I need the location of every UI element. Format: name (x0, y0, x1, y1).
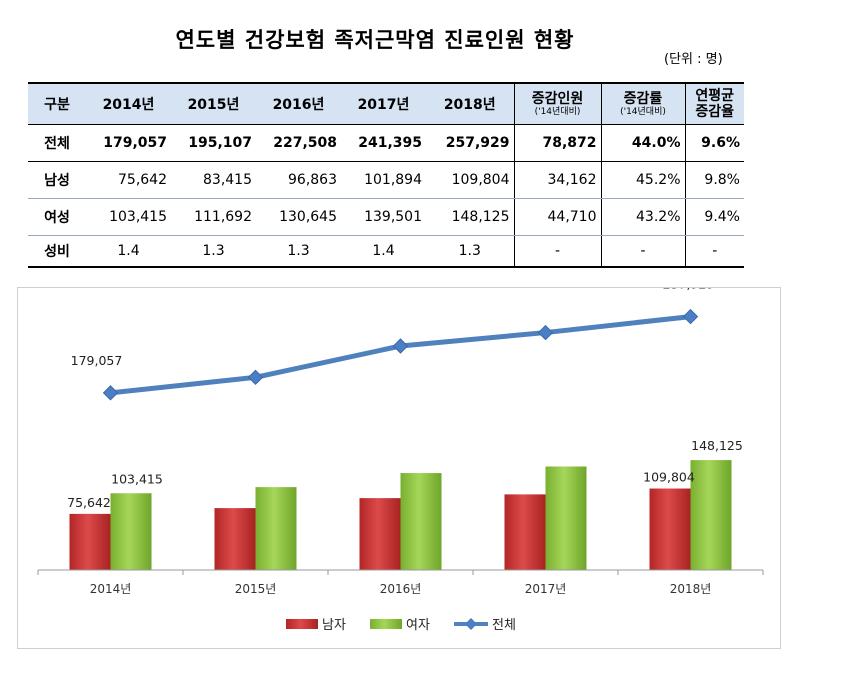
bar-female (400, 473, 442, 570)
unit-label: (단위 : 명) (664, 52, 723, 67)
total-point (537, 324, 554, 341)
legend-marker (465, 618, 477, 630)
header-main: 증감인원 (531, 91, 584, 107)
table-cell: 227,508 (256, 124, 341, 162)
table-cell: 148,125 (426, 198, 514, 236)
header-cell: 2014년 (86, 82, 171, 125)
legend-label: 전체 (492, 618, 516, 633)
x-tick-label: 2016년 (380, 582, 422, 596)
stats-table: 구분 2014년 2015년 2016년 2017년 2018년 증감인원 ('… (28, 82, 744, 268)
bar-male (649, 488, 691, 570)
total-point (682, 308, 699, 325)
header-sub: ('14년대비) (620, 107, 666, 117)
table-cell: 101,894 (341, 161, 426, 199)
header-main: 증감율 (695, 104, 735, 120)
table-cell: - (684, 235, 744, 268)
bar-female (255, 487, 297, 570)
table-cell: 44.0% (600, 124, 685, 162)
data-label: 109,804 (643, 470, 695, 485)
bar-female (690, 460, 732, 570)
header-main: 연평균 (695, 88, 735, 104)
bar-male (359, 498, 401, 570)
table-cell: 9.4% (684, 198, 744, 236)
legend-label: 여자 (406, 618, 430, 633)
header-cell: 2018년 (426, 82, 514, 125)
table-header-row: 구분 2014년 2015년 2016년 2017년 2018년 증감인원 ('… (28, 82, 744, 125)
legend-swatch (286, 619, 318, 629)
bar-male (69, 513, 111, 570)
data-label: 103,415 (111, 471, 163, 486)
x-tick-label: 2017년 (525, 582, 567, 596)
table-cell: 109,804 (426, 161, 514, 199)
header-cell: 구분 (28, 82, 86, 125)
table-cell: 179,057 (86, 124, 171, 162)
table-cell: 1.3 (256, 235, 341, 268)
table-cell: 257,929 (426, 124, 514, 162)
x-tick-label: 2015년 (235, 582, 277, 596)
table-cell: 1.4 (341, 235, 426, 268)
table-cell: 1.3 (426, 235, 514, 268)
header-sub: ('14년대비) (534, 107, 581, 117)
table-cell: 43.2% (600, 198, 685, 236)
table-cell: 9.8% (684, 161, 744, 199)
chart-container: 2014년 2015년 2016년 2017년 2018년 179,057 257,929 7… (17, 277, 781, 649)
x-tick-label: 2018년 (670, 582, 712, 596)
bar-male (504, 494, 546, 570)
table-row: 남성 75,642 83,415 96,863 101,894 109,804 … (28, 161, 744, 199)
table-cell: 195,107 (171, 124, 256, 162)
data-label: 75,642 (67, 495, 111, 510)
table-cell: 78,872 (513, 124, 601, 162)
header-cell: 연평균 증감율 (684, 82, 744, 125)
total-point (102, 385, 119, 401)
table-cell: 83,415 (171, 161, 256, 199)
bar-male (214, 508, 256, 570)
total-point (392, 338, 409, 354)
table-cell: 9.6% (684, 124, 744, 162)
data-label: 257,929 (663, 288, 715, 292)
table-cell: 111,692 (171, 198, 256, 236)
bar-female (545, 466, 587, 570)
table-cell: - (600, 235, 685, 268)
table-cell: 34,162 (513, 161, 601, 199)
table-cell: 45.2% (600, 161, 685, 199)
data-label: 179,057 (71, 353, 123, 368)
table-cell: - (513, 235, 601, 268)
table-cell: 130,645 (256, 198, 341, 236)
row-label: 성비 (28, 235, 86, 268)
total-line (108, 314, 693, 396)
header-main: 증감률 (623, 91, 663, 107)
combo-chart: 2014년 2015년 2016년 2017년 2018년 179,057 257,929 7… (37, 277, 764, 633)
table-cell: 75,642 (86, 161, 171, 199)
data-label: 148,125 (691, 438, 743, 453)
table-cell: 1.4 (86, 235, 171, 268)
header-cell: 2016년 (256, 82, 341, 125)
legend-swatch (370, 619, 402, 629)
table-cell: 1.3 (171, 235, 256, 268)
table-row: 여성 103,415 111,692 130,645 139,501 148,1… (28, 198, 744, 236)
header-cell: 2015년 (171, 82, 256, 125)
x-tick-label: 2014년 (90, 582, 132, 596)
table-cell: 96,863 (256, 161, 341, 199)
bar-female (110, 493, 152, 570)
table-cell: 44,710 (513, 198, 601, 236)
table-cell: 139,501 (341, 198, 426, 236)
header-cell: 2017년 (341, 82, 426, 125)
page-title: 연도별 건강보험 족저근막염 진료인원 현황 (175, 27, 575, 52)
table-cell: 241,395 (341, 124, 426, 162)
row-label: 남성 (28, 161, 86, 199)
table-row: 성비 1.4 1.3 1.3 1.4 1.3 - - - (28, 235, 744, 268)
header-cell: 증감인원 ('14년대비) (513, 82, 601, 125)
legend-label: 남자 (322, 618, 346, 633)
table-cell: 103,415 (86, 198, 171, 236)
table-row: 전체 179,057 195,107 227,508 241,395 257,9… (28, 124, 744, 162)
header-cell: 증감률 ('14년대비) (600, 82, 685, 125)
total-point (247, 369, 264, 386)
row-label: 전체 (28, 124, 86, 162)
row-label: 여성 (28, 198, 86, 236)
